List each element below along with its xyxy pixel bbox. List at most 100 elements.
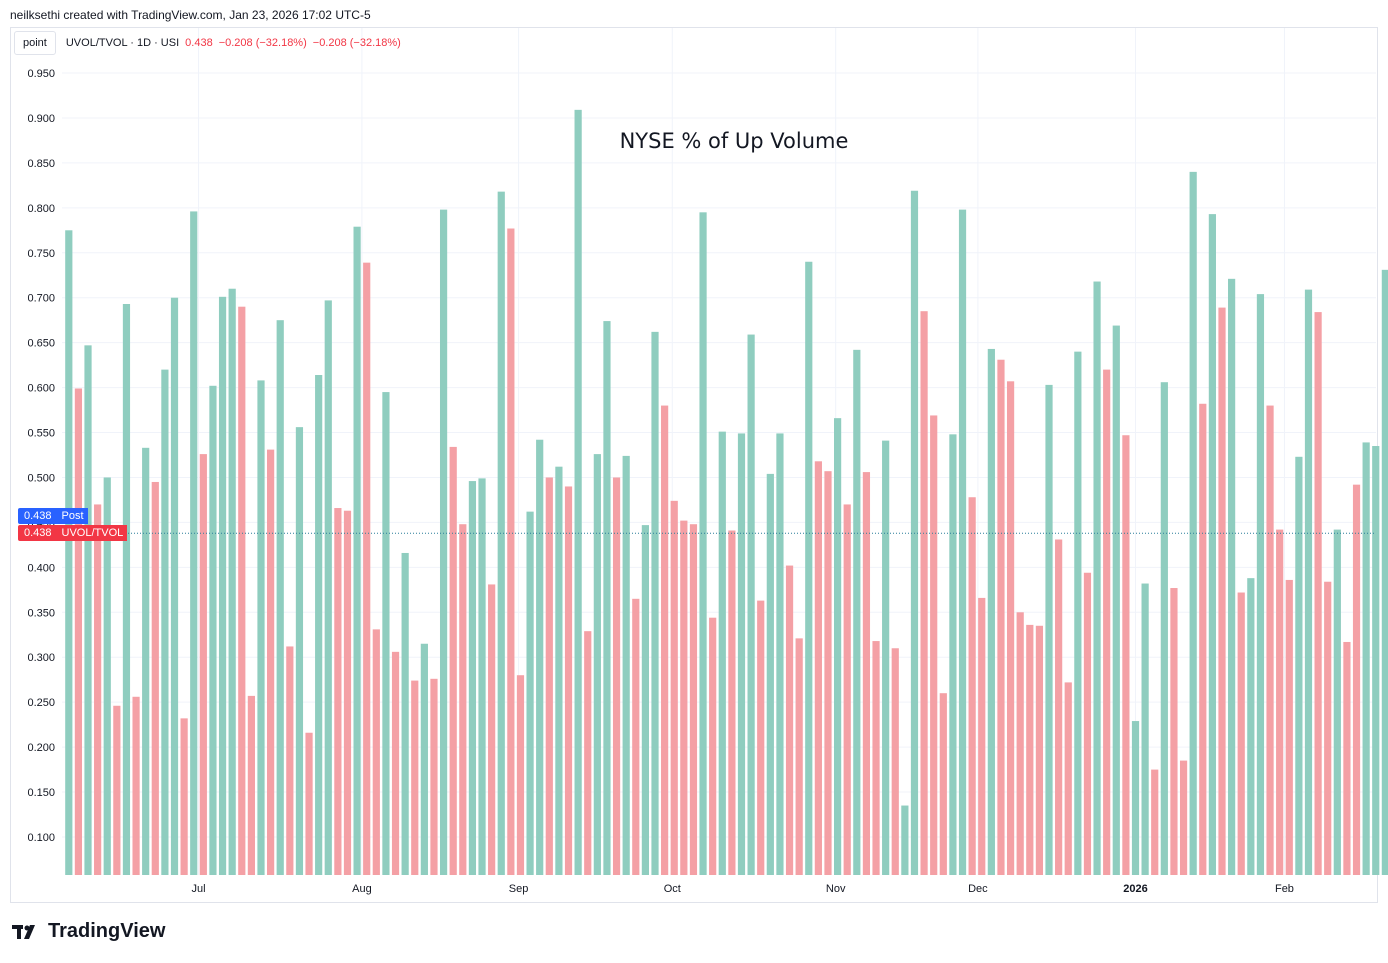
data-bar[interactable] bbox=[74, 388, 83, 875]
data-bar[interactable] bbox=[1035, 625, 1044, 875]
data-bar[interactable] bbox=[1343, 641, 1351, 875]
data-bar[interactable] bbox=[468, 481, 477, 875]
data-bar[interactable] bbox=[190, 211, 198, 876]
data-bar[interactable] bbox=[661, 405, 669, 875]
data-bar[interactable] bbox=[180, 718, 188, 875]
data-bar[interactable] bbox=[295, 427, 304, 875]
data-bar[interactable] bbox=[343, 510, 352, 875]
data-bar[interactable] bbox=[122, 304, 131, 875]
data-bar[interactable] bbox=[670, 500, 678, 875]
data-bar[interactable] bbox=[449, 446, 457, 875]
data-bar[interactable] bbox=[142, 447, 150, 875]
data-bar[interactable] bbox=[1266, 405, 1274, 875]
data-bar[interactable] bbox=[785, 565, 794, 875]
data-bar[interactable] bbox=[401, 552, 409, 875]
data-bar[interactable] bbox=[978, 597, 986, 875]
data-bar[interactable] bbox=[930, 415, 938, 875]
data-bar[interactable] bbox=[603, 321, 611, 876]
data-bar[interactable] bbox=[737, 433, 746, 875]
data-bar[interactable] bbox=[1006, 381, 1015, 875]
data-bar[interactable] bbox=[872, 641, 880, 875]
data-bar[interactable] bbox=[1237, 592, 1245, 875]
data-bar[interactable] bbox=[1160, 382, 1168, 875]
data-bar[interactable] bbox=[1362, 442, 1370, 875]
data-bar[interactable] bbox=[968, 497, 976, 875]
data-bar[interactable] bbox=[257, 380, 265, 875]
data-bar[interactable] bbox=[757, 600, 765, 875]
data-bar[interactable] bbox=[247, 695, 255, 875]
data-bar[interactable] bbox=[853, 349, 861, 876]
data-bar[interactable] bbox=[882, 440, 890, 875]
data-bar[interactable] bbox=[391, 651, 400, 875]
data-bar[interactable] bbox=[987, 348, 995, 875]
data-bar[interactable] bbox=[1074, 351, 1082, 875]
data-bar[interactable] bbox=[814, 461, 822, 875]
data-bar[interactable] bbox=[1141, 583, 1149, 875]
data-bar[interactable] bbox=[1103, 369, 1111, 875]
data-bar[interactable] bbox=[1131, 721, 1140, 875]
data-bar[interactable] bbox=[555, 466, 563, 875]
data-bar[interactable] bbox=[1026, 624, 1034, 875]
data-bar[interactable] bbox=[420, 643, 428, 875]
data-bar[interactable] bbox=[382, 392, 390, 875]
data-bar[interactable] bbox=[834, 418, 842, 875]
data-bar[interactable] bbox=[353, 226, 361, 875]
interval-button[interactable]: point bbox=[14, 31, 56, 55]
data-bar[interactable] bbox=[1276, 529, 1284, 875]
data-bar[interactable] bbox=[1333, 529, 1341, 875]
data-bar[interactable] bbox=[267, 449, 275, 875]
data-bar[interactable] bbox=[949, 434, 957, 875]
data-bar[interactable] bbox=[411, 680, 419, 875]
data-bar[interactable] bbox=[161, 369, 169, 875]
data-bar[interactable] bbox=[612, 477, 621, 875]
data-bar[interactable] bbox=[1122, 435, 1130, 875]
tradingview-logo[interactable]: TradingView bbox=[12, 920, 165, 943]
data-bar[interactable] bbox=[1218, 307, 1226, 876]
data-bar[interactable] bbox=[516, 675, 525, 875]
data-bar[interactable] bbox=[94, 504, 102, 875]
data-bar[interactable] bbox=[324, 300, 332, 875]
data-bar[interactable] bbox=[958, 209, 967, 875]
data-bar[interactable] bbox=[1016, 612, 1024, 875]
data-bar[interactable] bbox=[680, 520, 688, 875]
data-bar[interactable] bbox=[1256, 294, 1265, 875]
data-bar[interactable] bbox=[526, 511, 534, 875]
data-bar[interactable] bbox=[1304, 289, 1313, 875]
data-bar[interactable] bbox=[132, 696, 140, 875]
data-bar[interactable] bbox=[728, 530, 736, 876]
data-bar[interactable] bbox=[238, 306, 246, 875]
data-bar[interactable] bbox=[1208, 214, 1216, 875]
data-bar[interactable] bbox=[218, 296, 227, 875]
data-bar[interactable] bbox=[699, 212, 707, 875]
data-bar[interactable] bbox=[84, 345, 92, 876]
data-bar[interactable] bbox=[1372, 446, 1380, 875]
data-bar[interactable] bbox=[1083, 572, 1092, 875]
data-bar[interactable] bbox=[632, 598, 640, 875]
data-bar[interactable] bbox=[776, 433, 784, 875]
data-bar[interactable] bbox=[1170, 588, 1178, 875]
data-bar[interactable] bbox=[1352, 484, 1361, 875]
data-bar[interactable] bbox=[862, 472, 871, 875]
data-bar[interactable] bbox=[651, 331, 659, 875]
data-bar[interactable] bbox=[315, 375, 323, 875]
data-bar[interactable] bbox=[920, 311, 928, 875]
data-bar[interactable] bbox=[1247, 578, 1255, 875]
data-bar[interactable] bbox=[1189, 171, 1197, 875]
data-bar[interactable] bbox=[545, 477, 553, 875]
data-bar[interactable] bbox=[564, 486, 573, 875]
data-bar[interactable] bbox=[939, 693, 947, 875]
data-bar[interactable] bbox=[439, 209, 448, 875]
data-bar[interactable] bbox=[805, 261, 813, 875]
data-bar[interactable] bbox=[593, 454, 601, 875]
data-bar[interactable] bbox=[718, 431, 726, 875]
data-bar[interactable] bbox=[641, 525, 649, 875]
data-bar[interactable] bbox=[372, 629, 380, 875]
data-bar[interactable] bbox=[843, 504, 851, 875]
data-bar[interactable] bbox=[709, 617, 717, 875]
data-bar[interactable] bbox=[1093, 281, 1101, 875]
data-bar[interactable] bbox=[891, 648, 899, 875]
data-bar[interactable] bbox=[276, 320, 284, 875]
data-bar[interactable] bbox=[1199, 403, 1207, 875]
data-bar[interactable] bbox=[151, 481, 159, 875]
data-bar[interactable] bbox=[1285, 579, 1293, 875]
